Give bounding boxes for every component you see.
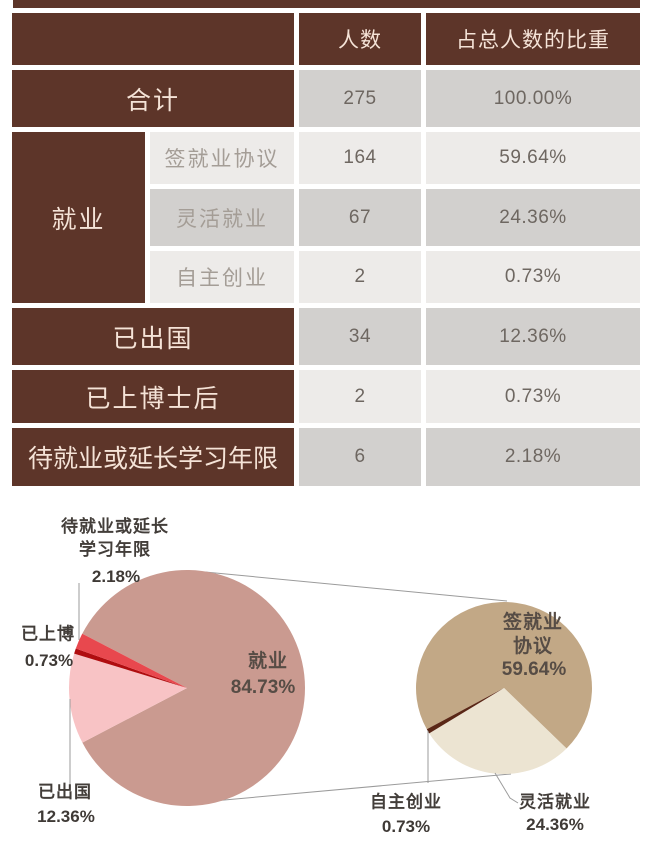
pie-of-pie-chart: 待就业或延长 学习年限 2.18% 已上博 0.73% 已出国 12.36% 就… xyxy=(0,500,650,860)
row-flexible-people: 67 xyxy=(299,189,421,246)
label-agreement-pct: 59.64% xyxy=(501,659,567,680)
connector-line-top xyxy=(204,571,508,602)
label-agreement: 签就业 协议 xyxy=(502,612,564,657)
row-total-share: 100.00% xyxy=(426,70,640,127)
table-header-people: 人数 xyxy=(299,13,421,65)
label-employment-pct: 84.73% xyxy=(230,677,296,698)
row-group-employment-label: 就业 xyxy=(12,132,145,303)
table-header-share: 占总人数的比重 xyxy=(426,13,640,65)
row-agreement-people: 164 xyxy=(299,132,421,184)
row-startup-share: 0.73% xyxy=(426,251,640,303)
row-postdoc-label: 已上博士后 xyxy=(12,370,294,423)
row-agreement-share: 59.64% xyxy=(426,132,640,184)
label-flexible: 灵活就业 xyxy=(519,792,591,812)
pie-slice-2 xyxy=(74,648,187,688)
row-abroad-label: 已出国 xyxy=(12,308,294,365)
row-total-people: 275 xyxy=(299,70,421,127)
row-pending-label: 待就业或延长学习年限 xyxy=(12,428,294,486)
row-abroad-share: 12.36% xyxy=(426,308,640,365)
row-pending-share: 2.18% xyxy=(426,428,640,486)
pie-slice-1 xyxy=(429,688,567,774)
row-agreement-label: 签就业协议 xyxy=(150,132,294,184)
row-flexible-share: 24.36% xyxy=(426,189,640,246)
main-pie xyxy=(68,570,306,807)
label-postdoc: 已上博 xyxy=(21,624,75,644)
pie-slice-3 xyxy=(75,633,187,688)
label-pending: 待就业或延长 学习年限 xyxy=(61,517,169,559)
pie-slice-2 xyxy=(426,688,504,734)
row-total-label: 合计 xyxy=(12,70,294,127)
row-pending-people: 6 xyxy=(299,428,421,486)
label-flexible-pct: 24.36% xyxy=(526,815,584,834)
connector-line-bottom xyxy=(201,773,512,803)
label-startup-pct: 0.73% xyxy=(381,817,431,836)
row-flexible-label: 灵活就业 xyxy=(150,189,294,246)
label-startup: 自主创业 xyxy=(370,792,442,812)
top-edge-strip xyxy=(13,0,640,8)
label-postdoc-pct: 0.73% xyxy=(24,651,74,670)
chart-canvas xyxy=(68,570,592,807)
row-startup-label: 自主创业 xyxy=(150,251,294,303)
secondary-pie xyxy=(415,601,592,774)
row-postdoc-people: 2 xyxy=(299,370,421,423)
label-employment: 就业 xyxy=(247,651,289,672)
label-pending-pct: 2.18% xyxy=(91,567,141,586)
pie-slice-1 xyxy=(68,653,187,743)
label-abroad: 已出国 xyxy=(38,782,92,802)
row-postdoc-share: 0.73% xyxy=(426,370,640,423)
leader-line-flexible xyxy=(494,772,519,804)
table-header-label-cell xyxy=(12,13,294,65)
label-abroad-pct: 12.36% xyxy=(37,807,95,826)
row-startup-people: 2 xyxy=(299,251,421,303)
pie-slice-0 xyxy=(82,570,306,807)
row-abroad-people: 34 xyxy=(299,308,421,365)
pie-slice-0 xyxy=(415,601,592,749)
